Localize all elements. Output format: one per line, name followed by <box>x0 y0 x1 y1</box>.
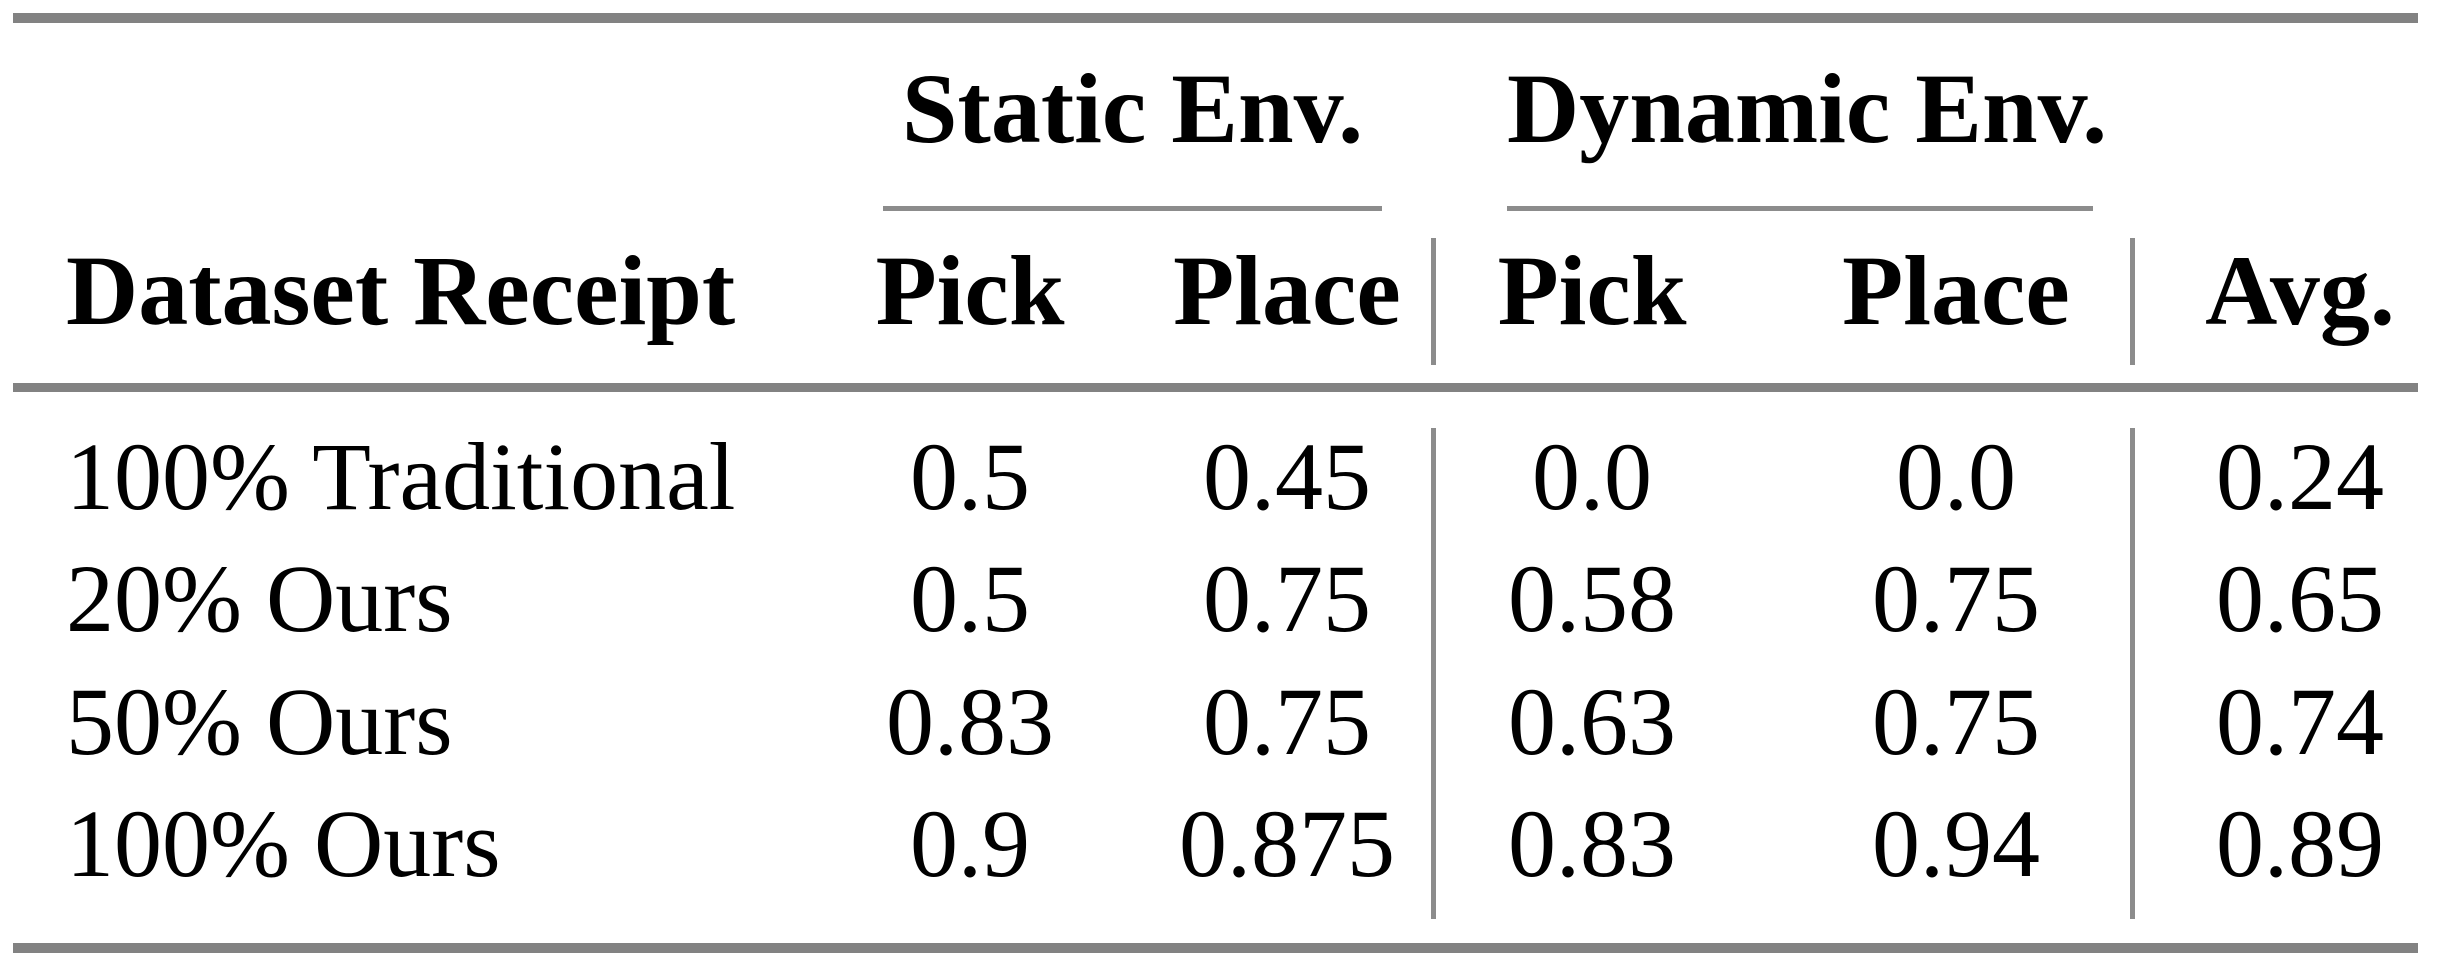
cell-avg: 0.74 <box>2216 668 2384 775</box>
vertical-divider-avg-body <box>2130 428 2135 919</box>
cell-dynamic-place: 0.75 <box>1872 545 2040 652</box>
cell-dynamic-place: 0.94 <box>1872 790 2040 897</box>
dynamic-group-underline <box>1507 206 2093 211</box>
cell-static-place: 0.875 <box>1179 790 1395 897</box>
cell-static-pick: 0.83 <box>886 668 1054 775</box>
row-label: 100% Ours <box>66 790 501 897</box>
column-header-dataset-receipt: Dataset Receipt <box>66 235 736 346</box>
cell-static-place: 0.75 <box>1203 668 1371 775</box>
cell-static-place: 0.75 <box>1203 545 1371 652</box>
cell-avg: 0.24 <box>2216 423 2384 530</box>
vertical-divider-dynamic-body <box>1431 428 1436 919</box>
cell-dynamic-place: 0.0 <box>1896 423 2016 530</box>
cell-static-pick: 0.9 <box>910 790 1030 897</box>
row-label: 100% Traditional <box>66 423 736 530</box>
cell-dynamic-pick: 0.0 <box>1532 423 1652 530</box>
top-rule <box>13 13 2418 23</box>
vertical-divider-dynamic-header <box>1431 238 1436 365</box>
cell-dynamic-pick: 0.58 <box>1508 545 1676 652</box>
bottom-rule <box>13 943 2418 953</box>
cell-dynamic-pick: 0.63 <box>1508 668 1676 775</box>
cell-static-pick: 0.5 <box>910 545 1030 652</box>
static-group-underline <box>883 206 1382 211</box>
column-header-static-pick: Pick <box>875 235 1065 346</box>
cell-dynamic-place: 0.75 <box>1872 668 2040 775</box>
cell-avg: 0.65 <box>2216 545 2384 652</box>
cell-static-place: 0.45 <box>1203 423 1371 530</box>
column-header-dynamic-place: Place <box>1842 235 2070 346</box>
column-group-static-env: Static Env. <box>901 53 1364 164</box>
column-header-dynamic-pick: Pick <box>1497 235 1687 346</box>
column-group-dynamic-env: Dynamic Env. <box>1507 53 2108 164</box>
header-body-rule <box>13 383 2418 392</box>
cell-avg: 0.89 <box>2216 790 2384 897</box>
cell-static-pick: 0.5 <box>910 423 1030 530</box>
row-label: 20% Ours <box>66 545 453 652</box>
row-label: 50% Ours <box>66 668 453 775</box>
cell-dynamic-pick: 0.83 <box>1508 790 1676 897</box>
column-header-avg: Avg. <box>2205 235 2395 346</box>
column-header-static-place: Place <box>1173 235 1401 346</box>
vertical-divider-avg-header <box>2130 238 2135 365</box>
